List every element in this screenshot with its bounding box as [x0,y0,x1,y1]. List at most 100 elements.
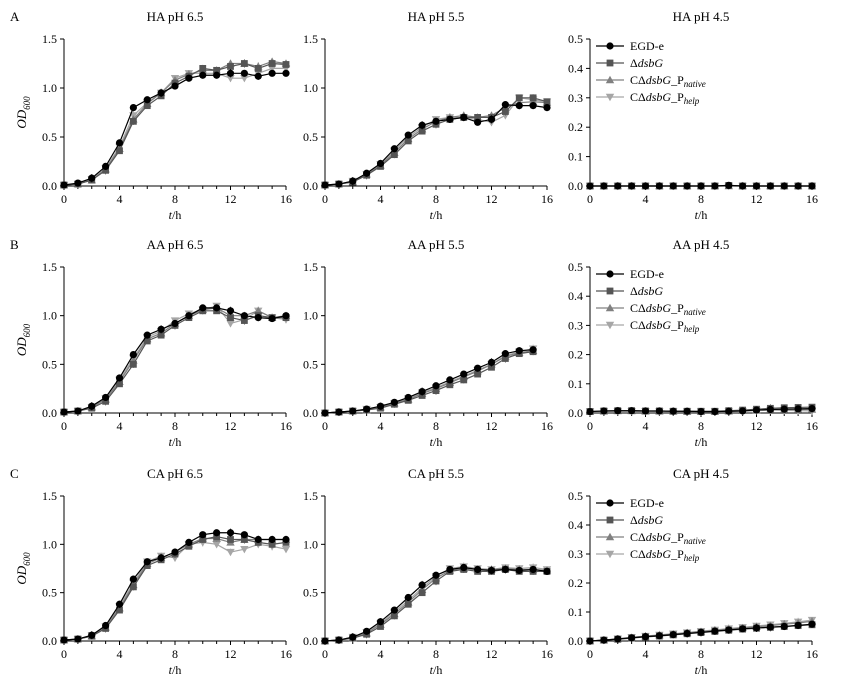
data-point [281,545,291,554]
data-point [600,182,608,190]
data-point [143,558,151,566]
legend-marker [605,550,615,559]
legend-label: CΔdsbG_Phelp [630,547,700,563]
series-0 [60,304,290,416]
data-point [185,538,193,547]
y-tick-label: 0.1 [568,605,583,619]
data-point [725,181,733,190]
data-point [254,72,262,80]
legend-label: ΔdsbG [630,284,663,298]
x-axis-label-var: t [430,435,434,449]
data-point [102,162,110,170]
data-point [586,637,594,645]
x-axis-label-var: t [695,663,699,677]
legend-marker [606,499,614,507]
data-point [586,407,594,416]
data-point [268,540,276,548]
series-0 [321,346,537,417]
legend-label-gene: dsbG [646,73,672,87]
legend-label: ΔdsbG [630,513,663,527]
data-point [199,536,207,543]
data-point [240,69,248,77]
data-point [614,635,622,643]
series-line [324,97,548,186]
data-point [501,101,509,109]
data-point [487,566,496,575]
data-point [226,320,235,328]
data-point [254,314,262,322]
data-point [487,358,496,366]
series-1 [321,348,537,417]
x-axis-label-var: t [430,663,434,677]
data-point [268,535,276,544]
y-tick-label: 1.0 [42,309,57,323]
chart-panel: AA pH 4.5 0.0 0.1 0.2 0.3 0.4 0.5 0 4 8 12 16 t/h EGD… [568,237,818,449]
data-point [683,182,691,190]
data-point [614,407,622,415]
y-tick-label: 0.5 [42,130,57,144]
legend-label-suffix: _P [670,318,684,332]
data-point [143,562,151,569]
x-axis-label: t/h [430,663,443,677]
data-point [102,397,110,405]
x-axis-label: t/h [169,208,182,222]
data-point [268,69,276,77]
x-axis-label-var: t [430,208,434,222]
x-tick-label: 4 [117,647,123,661]
chart-title: AA pH 5.5 [408,237,465,252]
x-axis-label: t/h [430,435,443,449]
data-point [227,63,234,70]
chart-title: CA pH 5.5 [408,466,464,481]
data-point [501,355,509,362]
series-0 [60,69,290,189]
data-point [515,94,523,102]
data-point [418,121,426,129]
y-tick-label: 0.4 [568,61,583,75]
x-tick-label: 16 [280,419,292,433]
legend-label-main: EGD-e [630,496,664,510]
data-point [213,304,221,312]
y-axis-label-sub: 600 [22,96,32,110]
data-point [739,625,747,633]
legend-label: CΔdsbG_Pnative [630,73,706,89]
data-point [655,632,663,640]
y-axis-label: OD600 [14,323,32,356]
series-3 [320,94,552,190]
data-point [711,407,719,416]
data-point [335,636,343,644]
y-axis-label-main: OD [14,109,29,128]
data-point [752,406,761,414]
x-tick-label: 0 [322,419,328,433]
x-axis-label: t/h [430,208,443,222]
data-point [171,319,179,328]
data-point [460,370,468,378]
data-point [240,312,248,320]
x-tick-label: 8 [172,192,178,206]
y-tick-label: 0.1 [568,150,583,164]
data-point [586,182,594,190]
x-tick-label: 12 [486,419,498,433]
data-point [212,541,221,549]
data-point [102,166,110,174]
x-axis-label-unit: /h [172,663,181,677]
legend-label-suffix: _P [670,90,684,104]
legend-marker [606,42,614,50]
data-point [697,407,705,416]
data-point [614,182,622,190]
data-point [543,567,551,576]
data-point [143,102,151,110]
data-point [446,115,454,123]
data-point [116,147,123,155]
y-tick-label: 0.2 [568,576,583,590]
y-tick-label: 0.5 [303,357,318,371]
y-tick-label: 1.0 [303,81,318,95]
data-point [199,531,207,539]
x-axis-label-var: t [169,663,173,677]
x-tick-label: 8 [698,647,704,661]
data-point [115,139,124,147]
data-point [157,89,165,97]
data-point [226,529,235,537]
data-point [129,360,137,368]
